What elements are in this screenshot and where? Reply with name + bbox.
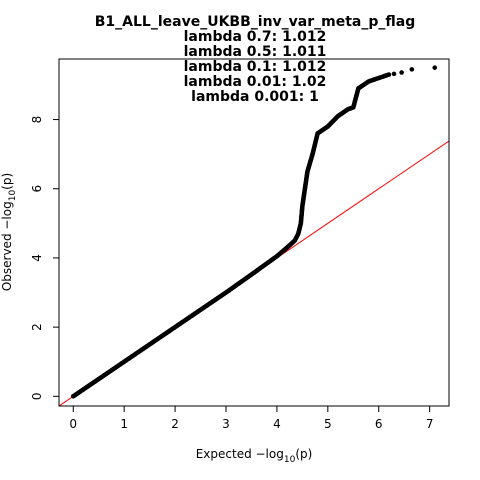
tail-point: [391, 71, 397, 77]
x-tick-label: 0: [69, 417, 77, 431]
chart-title: B1_ALL_leave_UKBB_inv_var_meta_p_flag la…: [95, 14, 415, 105]
title-line-main: B1_ALL_leave_UKBB_inv_var_meta_p_flag: [95, 14, 415, 30]
x-tick-label: 4: [273, 417, 281, 431]
x-tick-label: 1: [120, 417, 128, 431]
tail-point: [399, 70, 404, 75]
x-tick-label: 2: [171, 417, 179, 431]
y-tick-label: 8: [30, 116, 44, 124]
title-line-lambda-0.001: lambda 0.001: 1: [191, 89, 319, 105]
y-tick-label: 6: [30, 185, 44, 193]
tail-point: [409, 67, 415, 72]
x-tick-label: 3: [222, 417, 230, 431]
data-point: [386, 72, 392, 77]
tail-point: [432, 65, 438, 70]
y-axis: 0 2 4 6 8: [30, 116, 59, 400]
title-line-lambda-0.5: lambda 0.5: 1.011: [184, 44, 327, 60]
y-axis-label: Observed −log10(p): [0, 173, 18, 291]
x-tick-label: 7: [426, 417, 434, 431]
y-tick-label: 4: [30, 254, 44, 262]
y-tick-label: 0: [30, 392, 44, 400]
y-tick-label: 2: [30, 323, 44, 331]
title-line-lambda-0.01: lambda 0.01: 1.02: [184, 74, 327, 90]
x-axis-label: Expected −log10(p): [196, 447, 313, 465]
x-tick-label: 6: [375, 417, 383, 431]
title-line-lambda-0.7: lambda 0.7: 1.012: [184, 29, 327, 45]
title-line-lambda-0.1: lambda 0.1: 1.012: [184, 59, 327, 75]
plot-frame: [58, 58, 450, 407]
x-axis: 0 1 2 3 4 5 6 7: [69, 406, 433, 431]
x-tick-label: 5: [324, 417, 332, 431]
